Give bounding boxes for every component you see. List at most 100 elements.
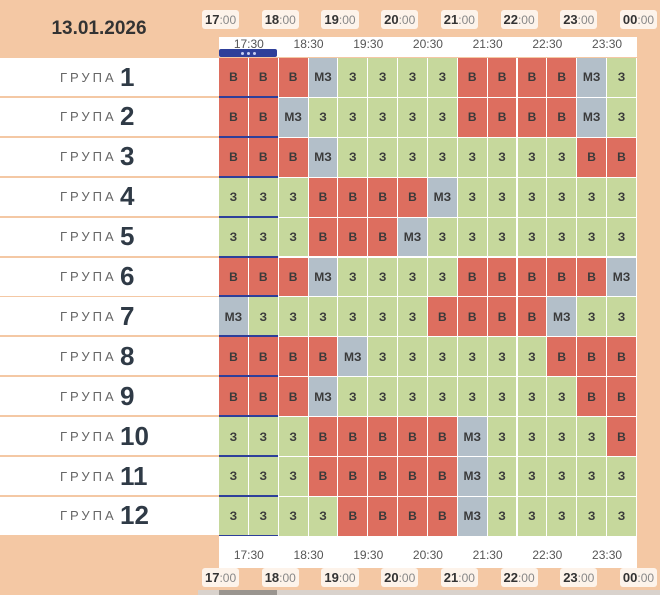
slot-cell[interactable]: З: [577, 417, 607, 456]
slot-cell[interactable]: З: [517, 137, 547, 177]
slot-cell[interactable]: З: [368, 97, 398, 137]
slot-cell[interactable]: В: [577, 257, 607, 297]
slot-cell[interactable]: З: [607, 496, 636, 536]
slot-cell[interactable]: В: [338, 417, 368, 456]
slot-cell[interactable]: В: [248, 257, 278, 297]
slot-cell[interactable]: В: [368, 496, 398, 536]
slot-cell[interactable]: З: [607, 457, 636, 496]
slot-cell[interactable]: В: [547, 58, 577, 97]
scrollbar-thumb[interactable]: [219, 590, 277, 595]
group-label-11[interactable]: ГРУПА 11: [0, 457, 219, 497]
slot-cell[interactable]: З: [278, 177, 308, 217]
slot-cell[interactable]: З: [248, 417, 278, 456]
slot-cell[interactable]: В: [368, 217, 398, 257]
group-label-7[interactable]: ГРУПА 7: [0, 297, 219, 338]
slot-cell[interactable]: З: [487, 137, 517, 177]
slot-cell[interactable]: В: [547, 97, 577, 137]
slot-cell[interactable]: З: [487, 457, 517, 496]
group-label-9[interactable]: ГРУПА 9: [0, 377, 219, 418]
slot-cell[interactable]: В: [487, 297, 517, 337]
slot-cell[interactable]: В: [308, 217, 338, 257]
slot-cell[interactable]: З: [398, 257, 427, 297]
slot-cell[interactable]: З: [248, 457, 278, 496]
slot-cell[interactable]: З: [368, 137, 398, 177]
slot-cell[interactable]: З: [607, 297, 636, 337]
slot-cell[interactable]: В: [398, 417, 427, 456]
slot-cell[interactable]: З: [248, 177, 278, 217]
slot-cell[interactable]: З: [457, 337, 487, 377]
slot-cell[interactable]: З: [368, 58, 398, 97]
slot-cell[interactable]: В: [487, 58, 517, 97]
slot-cell[interactable]: З: [487, 417, 517, 456]
slot-cell[interactable]: В: [338, 457, 368, 496]
slot-cell[interactable]: З: [547, 377, 577, 417]
slot-cell[interactable]: МЗ: [457, 457, 487, 496]
slot-cell[interactable]: З: [308, 97, 338, 137]
horizontal-scrollbar[interactable]: [198, 590, 660, 595]
slot-cell[interactable]: В: [278, 257, 308, 297]
slot-cell[interactable]: З: [487, 217, 517, 257]
slot-cell[interactable]: В: [517, 257, 547, 297]
slot-cell[interactable]: МЗ: [457, 496, 487, 536]
slot-cell[interactable]: З: [308, 297, 338, 337]
slot-cell[interactable]: З: [517, 217, 547, 257]
slot-cell[interactable]: МЗ: [308, 58, 338, 97]
slot-cell[interactable]: З: [398, 297, 427, 337]
slot-cell[interactable]: МЗ: [398, 217, 427, 257]
slot-cell[interactable]: В: [248, 377, 278, 417]
slot-cell[interactable]: В: [248, 97, 278, 137]
slot-cell[interactable]: МЗ: [607, 257, 636, 297]
slot-cell[interactable]: З: [577, 496, 607, 536]
slot-cell[interactable]: З: [338, 97, 368, 137]
slot-cell[interactable]: МЗ: [427, 177, 457, 217]
slot-cell[interactable]: В: [308, 337, 338, 377]
slot-cell[interactable]: З: [487, 496, 517, 536]
slot-cell[interactable]: З: [219, 417, 248, 456]
slot-cell[interactable]: МЗ: [457, 417, 487, 456]
slot-cell[interactable]: В: [338, 177, 368, 217]
slot-cell[interactable]: З: [547, 177, 577, 217]
slot-cell[interactable]: З: [278, 496, 308, 536]
slot-cell[interactable]: З: [427, 217, 457, 257]
group-label-6[interactable]: ГРУПА 6: [0, 257, 219, 298]
slot-cell[interactable]: В: [427, 457, 457, 496]
slot-cell[interactable]: З: [607, 217, 636, 257]
slot-cell[interactable]: В: [398, 496, 427, 536]
slot-cell[interactable]: З: [398, 58, 427, 97]
slot-cell[interactable]: З: [248, 217, 278, 257]
slot-cell[interactable]: З: [219, 496, 248, 536]
slot-cell[interactable]: З: [427, 337, 457, 377]
slot-cell[interactable]: В: [338, 217, 368, 257]
slot-cell[interactable]: В: [577, 377, 607, 417]
slot-cell[interactable]: В: [457, 58, 487, 97]
slot-cell[interactable]: З: [427, 97, 457, 137]
slot-cell[interactable]: З: [517, 177, 547, 217]
slot-cell[interactable]: МЗ: [308, 257, 338, 297]
slot-cell[interactable]: З: [248, 297, 278, 337]
slot-cell[interactable]: З: [338, 257, 368, 297]
slot-cell[interactable]: В: [517, 97, 547, 137]
slot-cell[interactable]: З: [547, 137, 577, 177]
slot-cell[interactable]: В: [427, 417, 457, 456]
slot-cell[interactable]: З: [278, 417, 308, 456]
slot-cell[interactable]: МЗ: [338, 337, 368, 377]
slot-cell[interactable]: В: [427, 496, 457, 536]
slot-cell[interactable]: В: [577, 137, 607, 177]
slot-cell[interactable]: В: [308, 417, 338, 456]
slot-cell[interactable]: В: [607, 137, 636, 177]
slot-cell[interactable]: В: [577, 337, 607, 377]
slot-cell[interactable]: МЗ: [547, 297, 577, 337]
current-time-indicator[interactable]: [219, 49, 277, 57]
slot-cell[interactable]: В: [517, 297, 547, 337]
slot-cell[interactable]: В: [308, 177, 338, 217]
slot-cell[interactable]: В: [219, 97, 248, 137]
slot-cell[interactable]: В: [398, 457, 427, 496]
slot-cell[interactable]: В: [368, 177, 398, 217]
slot-cell[interactable]: З: [517, 337, 547, 377]
slot-cell[interactable]: З: [457, 377, 487, 417]
slot-cell[interactable]: В: [248, 58, 278, 97]
slot-cell[interactable]: В: [219, 58, 248, 97]
slot-cell[interactable]: В: [219, 377, 248, 417]
slot-cell[interactable]: З: [427, 257, 457, 297]
slot-cell[interactable]: В: [248, 137, 278, 177]
